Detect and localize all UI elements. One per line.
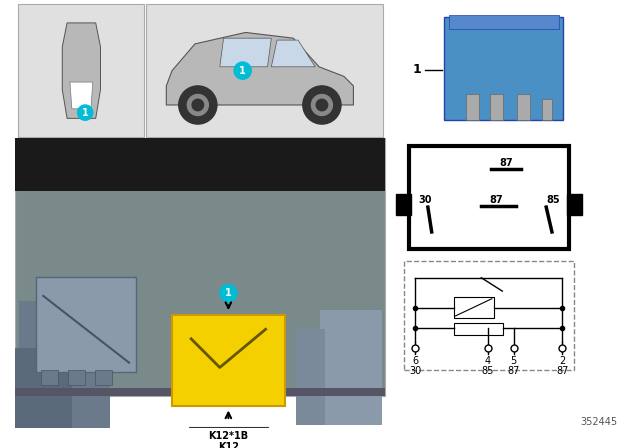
Polygon shape [70, 82, 93, 109]
Bar [409, 146, 569, 249]
Circle shape [192, 99, 204, 111]
Bar [15, 349, 72, 448]
Text: 1: 1 [82, 108, 88, 118]
Text: 87: 87 [490, 195, 504, 206]
Bar [72, 367, 110, 444]
Bar [454, 323, 503, 335]
Bar [68, 370, 85, 385]
Bar [179, 383, 274, 404]
Bar [396, 194, 411, 215]
Text: 1: 1 [225, 288, 232, 298]
Bar [172, 315, 285, 405]
Polygon shape [166, 32, 353, 105]
Bar [567, 194, 582, 215]
Bar [404, 261, 574, 370]
Circle shape [220, 284, 237, 302]
Circle shape [77, 105, 93, 120]
Bar [320, 310, 382, 425]
Text: 1: 1 [412, 63, 421, 76]
Text: 85: 85 [482, 366, 494, 376]
Bar [147, 4, 383, 138]
Circle shape [303, 86, 341, 124]
Circle shape [234, 62, 252, 79]
Text: 87: 87 [499, 158, 513, 168]
Text: K12*1B: K12*1B [208, 431, 248, 441]
Text: 30: 30 [410, 366, 422, 376]
Bar [227, 367, 240, 385]
Circle shape [312, 95, 332, 116]
Polygon shape [220, 38, 271, 67]
Text: 6: 6 [412, 356, 419, 366]
Bar [296, 329, 324, 425]
Text: 1: 1 [239, 65, 246, 76]
Bar [490, 94, 503, 120]
Text: 87: 87 [508, 366, 520, 376]
Text: 85: 85 [546, 195, 559, 206]
Polygon shape [271, 40, 316, 67]
Bar [516, 94, 530, 120]
Bar [95, 370, 112, 385]
Bar [19, 301, 86, 349]
Circle shape [188, 95, 209, 116]
Bar [184, 367, 198, 385]
Bar [248, 367, 261, 385]
Bar [454, 297, 493, 318]
Bar [189, 426, 268, 448]
Bar [542, 99, 552, 120]
Bar [15, 138, 385, 396]
Circle shape [316, 99, 328, 111]
Text: 87: 87 [556, 366, 568, 376]
Polygon shape [62, 23, 100, 118]
Bar [15, 138, 385, 191]
Text: 30: 30 [419, 195, 432, 206]
Text: K12: K12 [218, 442, 239, 448]
Text: 2: 2 [559, 356, 566, 366]
Bar [449, 15, 559, 29]
Bar [444, 17, 563, 120]
Bar [15, 388, 385, 396]
Bar [42, 370, 58, 385]
Bar [36, 277, 136, 372]
Bar [19, 4, 145, 138]
Text: 352445: 352445 [580, 417, 618, 427]
Bar [466, 94, 479, 120]
Text: 5: 5 [511, 356, 517, 366]
Bar [205, 367, 219, 385]
Text: 4: 4 [485, 356, 491, 366]
Circle shape [179, 86, 217, 124]
